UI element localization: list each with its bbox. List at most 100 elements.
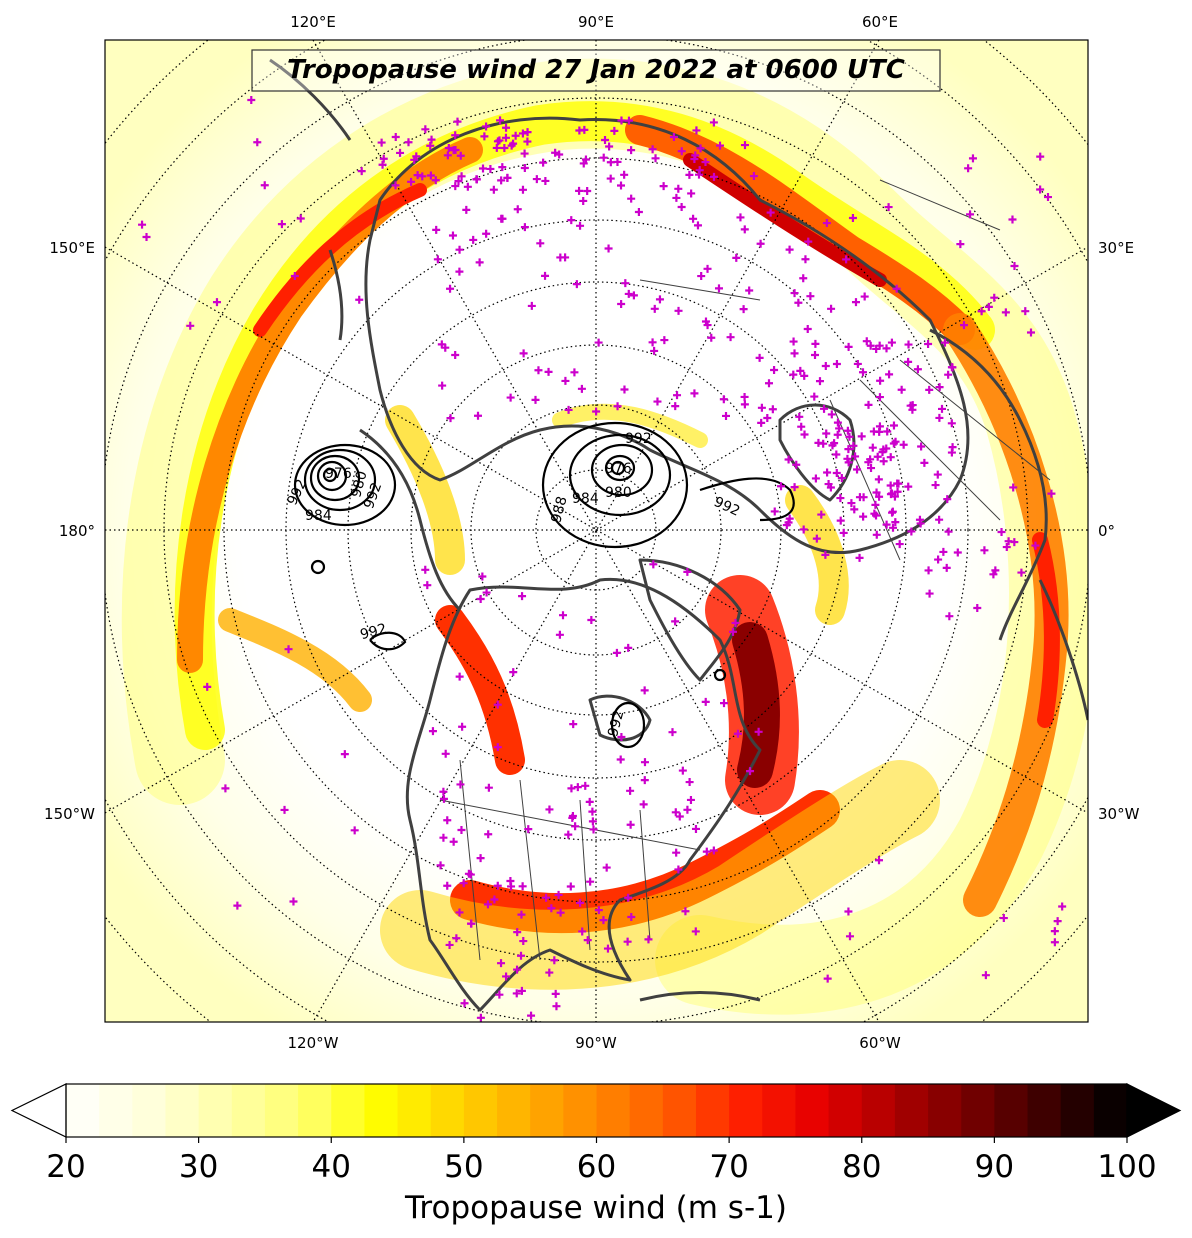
contour-label: 984	[305, 508, 332, 524]
station-marker	[790, 349, 799, 358]
station-marker	[888, 507, 897, 516]
station-marker	[806, 292, 815, 301]
station-marker	[456, 151, 465, 160]
station-marker	[512, 989, 521, 998]
station-marker	[407, 177, 416, 186]
station-marker	[627, 913, 636, 922]
station-marker	[577, 384, 586, 393]
station-marker	[686, 795, 695, 804]
station-marker	[493, 881, 502, 890]
station-marker	[551, 148, 560, 157]
station-marker	[443, 816, 452, 825]
station-marker	[886, 453, 895, 462]
station-marker	[1036, 185, 1045, 194]
low-pacific-inner1	[309, 454, 361, 502]
wind-shading	[121, 58, 1088, 1015]
station-marker	[823, 974, 832, 983]
station-marker	[280, 805, 289, 814]
station-marker	[379, 154, 388, 163]
contour-label: 984	[572, 491, 599, 507]
station-marker	[736, 213, 745, 222]
station-marker	[827, 304, 836, 313]
station-marker	[503, 173, 512, 182]
contour-992-pacific	[369, 631, 407, 651]
station-marker	[426, 171, 435, 180]
station-marker	[693, 221, 702, 230]
station-marker	[745, 286, 754, 295]
station-marker	[506, 393, 515, 402]
station-marker	[944, 370, 953, 379]
station-marker	[475, 258, 484, 267]
station-marker	[754, 727, 763, 736]
station-marker	[968, 154, 977, 163]
station-marker	[1053, 917, 1062, 926]
station-marker	[544, 367, 553, 376]
station-marker	[588, 807, 597, 816]
station-marker	[513, 205, 522, 214]
station-marker	[1026, 328, 1035, 337]
station-marker	[913, 365, 922, 374]
station-marker	[660, 336, 669, 345]
meridian-label-150e: 150°E	[49, 239, 95, 257]
station-marker	[953, 548, 962, 557]
colorbar-band	[530, 1084, 564, 1137]
station-marker	[942, 563, 951, 572]
station-marker	[683, 567, 692, 576]
station-marker	[925, 385, 934, 394]
station-marker	[439, 787, 448, 796]
station-marker	[580, 125, 589, 134]
station-marker	[576, 898, 585, 907]
station-marker	[726, 333, 735, 342]
colorbar-tick-label: 80	[842, 1149, 881, 1185]
station-marker	[814, 438, 823, 447]
station-marker	[795, 412, 804, 421]
station-marker	[709, 172, 718, 181]
station-marker	[886, 481, 895, 490]
station-marker	[897, 385, 906, 394]
station-marker	[999, 914, 1008, 923]
station-marker	[872, 511, 881, 520]
contour-label: 976	[605, 461, 632, 477]
station-marker	[940, 338, 949, 347]
station-marker	[821, 550, 830, 559]
jet-alaska	[385, 405, 465, 575]
station-marker	[859, 493, 868, 502]
meridian-label-60e: 60°E	[862, 13, 898, 31]
station-marker	[490, 895, 499, 904]
station-marker	[606, 174, 615, 183]
station-marker	[602, 863, 611, 872]
station-marker	[947, 419, 956, 428]
station-marker	[873, 452, 882, 461]
station-marker	[1047, 489, 1056, 498]
station-marker	[624, 116, 633, 125]
station-marker	[448, 231, 457, 240]
station-marker	[671, 808, 680, 817]
station-marker	[892, 284, 901, 293]
station-marker	[451, 131, 460, 140]
station-marker	[851, 452, 860, 461]
low-arctic-inner1	[590, 443, 654, 497]
station-marker	[1004, 537, 1013, 546]
colorbar-band	[198, 1084, 233, 1137]
colorbar-band	[497, 1084, 531, 1137]
station-marker	[889, 421, 898, 430]
station-markers	[138, 96, 1067, 1022]
station-marker	[496, 116, 505, 125]
station-marker	[640, 758, 649, 767]
station-marker	[567, 784, 576, 793]
station-marker	[620, 170, 629, 179]
pressure-contours	[293, 421, 795, 749]
low-arctic-inner2	[604, 454, 636, 482]
station-marker	[482, 588, 491, 597]
station-marker	[449, 837, 458, 846]
station-marker	[479, 164, 488, 173]
station-marker	[973, 603, 982, 612]
station-marker	[845, 432, 854, 441]
station-marker	[644, 935, 653, 944]
station-marker	[832, 450, 841, 459]
station-marker	[749, 172, 758, 181]
meridian-label-120w: 120°W	[288, 1034, 339, 1052]
station-marker	[799, 525, 808, 534]
station-marker	[592, 407, 601, 416]
colorbar-band	[662, 1084, 697, 1137]
